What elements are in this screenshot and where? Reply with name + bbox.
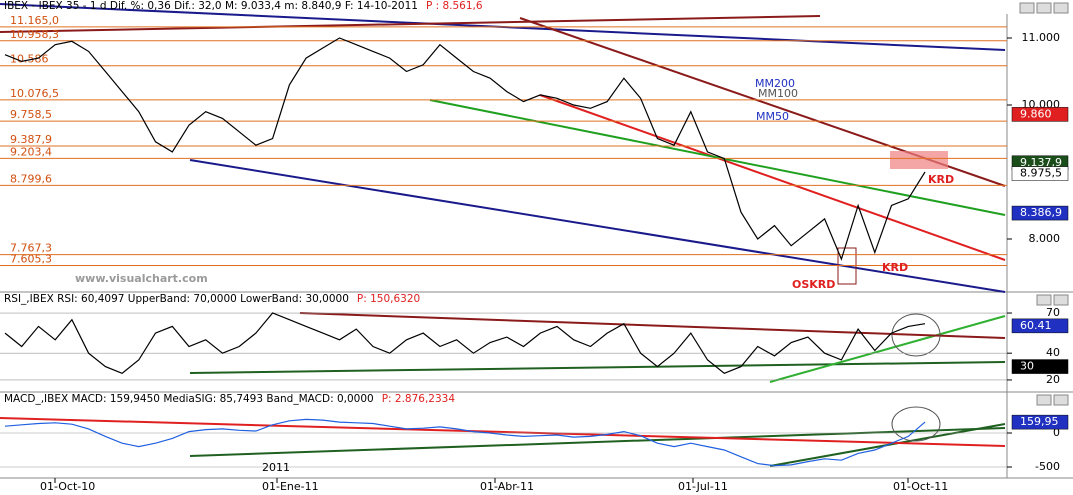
button[interactable]	[1036, 2, 1052, 14]
circle-mark	[891, 406, 941, 442]
circle-mark	[891, 313, 941, 357]
panel-header: MACD_,IBEX MACD: 159,9450 MediaSIG: 85,7…	[4, 393, 374, 405]
level-label: 8.799,6	[10, 172, 52, 185]
price-tag	[1011, 414, 1069, 430]
button[interactable]	[1019, 2, 1035, 14]
button[interactable]	[1053, 2, 1069, 14]
price-line	[4, 312, 926, 374]
level-label: 10.958,3	[10, 28, 59, 41]
price-tag	[1011, 107, 1069, 122]
annotation: MM50	[756, 110, 789, 123]
level-label: 9.203,4	[10, 145, 52, 158]
trend-line	[429, 99, 1006, 216]
window-buttons	[1019, 2, 1069, 406]
y-tick-label: 70	[1046, 306, 1060, 319]
panel-header: IBEX - IBEX 35 - 1 d Dif. %: 0,36 Dif.: …	[4, 0, 418, 12]
level-label: 7.605,3	[10, 252, 52, 265]
watermark: www.visualchart.com	[75, 272, 208, 285]
panel-header-p: P: 2.876,2334	[382, 393, 456, 405]
price-tag	[1011, 359, 1069, 374]
price-tag	[1011, 166, 1069, 181]
y-tick-label: 20	[1046, 373, 1060, 386]
pattern-box	[837, 247, 857, 285]
price-tag-label: 30	[1020, 360, 1034, 373]
annotation: KRD	[928, 173, 954, 186]
level-label: 9.758,5	[10, 108, 52, 121]
button[interactable]	[1036, 394, 1052, 406]
y-tick-label: 40	[1046, 346, 1060, 359]
price-tag-label: 8.975,5	[1020, 167, 1062, 180]
trend-line	[189, 427, 1006, 457]
level-label: 7.767,3	[10, 242, 52, 255]
level-label: 11.165,0	[10, 14, 59, 27]
panel-header-p: P : 8.561,6	[426, 0, 483, 12]
trend-line	[0, 417, 1006, 447]
level-label: 9.387,9	[10, 133, 52, 146]
y-tick-label: 0	[1053, 426, 1060, 439]
price-line	[4, 418, 926, 467]
x-tick-label: 01-Oct-11	[893, 480, 948, 493]
level-label: 10.076,5	[10, 87, 59, 100]
annotation: KRD	[882, 261, 908, 274]
button[interactable]	[1053, 394, 1069, 406]
trend-line	[0, 15, 821, 33]
price-tag-label: 8.386,9	[1020, 206, 1062, 219]
price-tag-label: 159,95	[1020, 415, 1059, 428]
price-tag	[1011, 318, 1069, 334]
price-tag	[1011, 205, 1069, 221]
trend-line	[539, 94, 1006, 261]
y-tick-label: -500	[1035, 460, 1060, 473]
panel-header: RSI_,IBEX RSI: 60,4097 UpperBand: 70,000…	[4, 293, 349, 305]
trend-line	[769, 315, 1006, 383]
price-tag-label: 9.860	[1020, 107, 1052, 120]
highlight-box	[890, 151, 948, 169]
price-line	[4, 37, 926, 261]
annotation: MM200	[755, 77, 795, 90]
x-tick-label: 01-Ene-11	[262, 480, 319, 493]
annotation: MM100	[758, 87, 798, 100]
button[interactable]	[1036, 294, 1052, 306]
x-tick-label: 01-Abr-11	[480, 480, 534, 493]
level-label: 10.586	[10, 53, 49, 66]
year-label: 2011	[262, 461, 290, 474]
trend-line	[299, 312, 1006, 339]
y-tick-label: 11.000	[1022, 31, 1061, 44]
price-tag-label: 9.137,9	[1020, 156, 1062, 169]
button[interactable]	[1053, 294, 1069, 306]
panel-header-p: P: 150,6320	[357, 293, 420, 305]
trend-line	[189, 159, 1006, 293]
x-tick-label: 01-Jul-11	[678, 480, 728, 493]
price-tag-label: 60.41	[1020, 319, 1052, 332]
x-tick-label: 01-Oct-10	[40, 480, 95, 493]
y-tick-label: 8.000	[1029, 232, 1061, 245]
trend-line	[189, 361, 1006, 374]
annotation: OSKRD	[792, 278, 835, 291]
